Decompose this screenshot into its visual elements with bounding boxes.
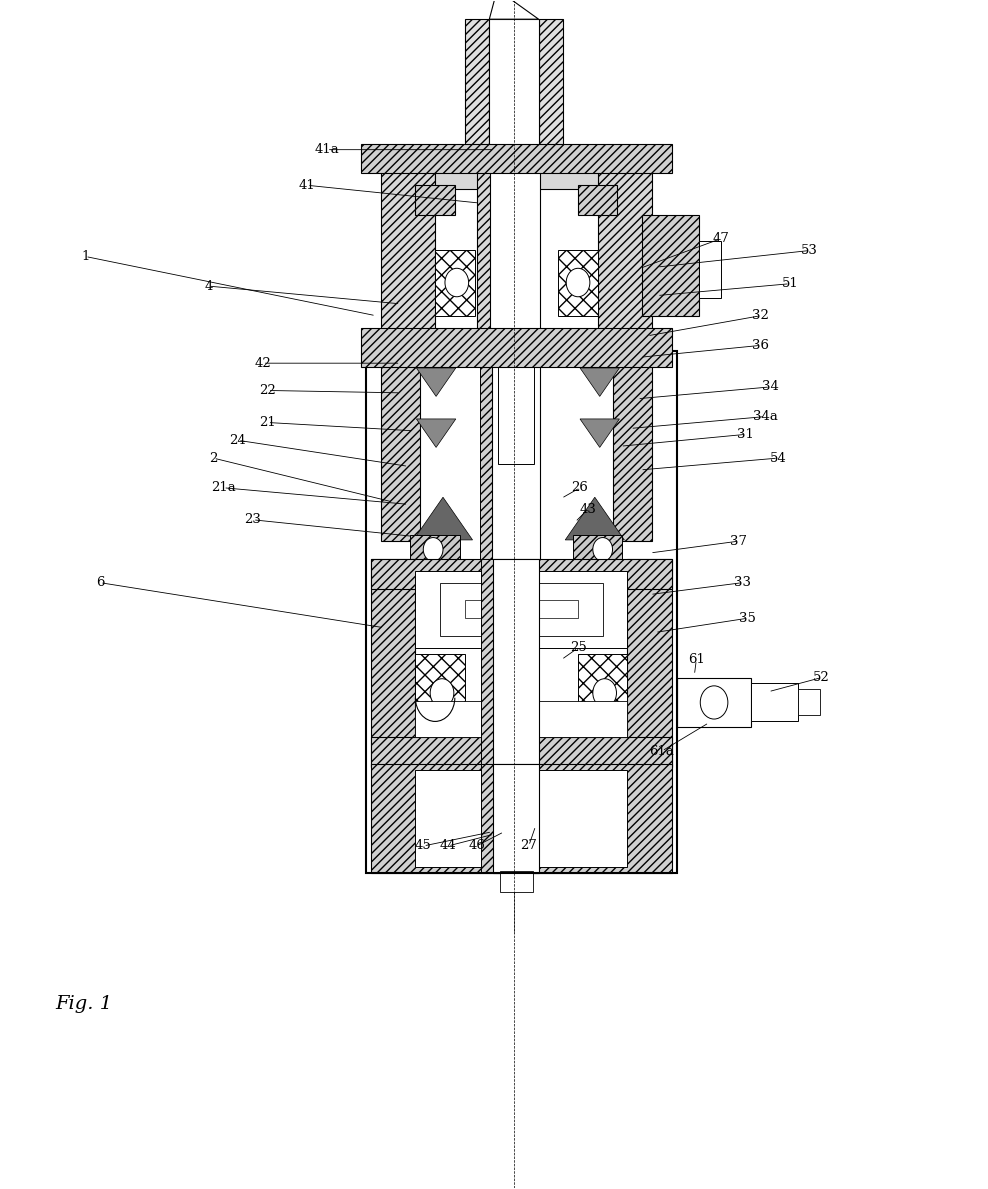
Circle shape — [700, 686, 727, 719]
Text: 37: 37 — [730, 535, 747, 548]
Text: 21: 21 — [259, 416, 276, 429]
Bar — [676, 678, 750, 728]
Text: 53: 53 — [801, 244, 818, 257]
Text: 6: 6 — [96, 577, 104, 589]
Text: 42: 42 — [254, 357, 271, 370]
Bar — [464, 19, 489, 174]
Bar — [493, 765, 538, 873]
Bar — [410, 535, 459, 565]
Bar — [578, 654, 627, 731]
Bar — [699, 241, 720, 298]
Bar — [415, 185, 454, 215]
Bar — [415, 702, 627, 737]
Text: 26: 26 — [571, 482, 588, 495]
Bar — [493, 559, 538, 767]
Bar — [380, 357, 420, 541]
Bar — [380, 168, 435, 363]
Text: 25: 25 — [569, 641, 586, 654]
Text: 61a: 61a — [649, 744, 674, 757]
Text: 24: 24 — [229, 434, 246, 447]
Text: 47: 47 — [712, 232, 729, 245]
Text: 51: 51 — [782, 277, 798, 290]
Text: Fig. 1: Fig. 1 — [55, 995, 113, 1013]
Bar — [370, 559, 415, 767]
Bar — [440, 583, 603, 636]
Circle shape — [593, 679, 617, 707]
Bar — [498, 357, 534, 464]
Polygon shape — [580, 367, 619, 396]
Bar — [578, 185, 618, 215]
Bar — [435, 251, 474, 316]
Polygon shape — [416, 419, 455, 447]
Text: 34a: 34a — [753, 410, 778, 423]
Text: 41: 41 — [298, 178, 315, 191]
Bar — [370, 737, 671, 767]
Circle shape — [445, 269, 468, 297]
Bar — [361, 328, 671, 366]
Text: 27: 27 — [520, 839, 536, 853]
Polygon shape — [413, 497, 472, 540]
Polygon shape — [565, 497, 624, 540]
Bar — [538, 600, 578, 618]
Text: 61: 61 — [688, 653, 704, 666]
Bar — [464, 600, 504, 618]
Text: 43: 43 — [579, 503, 596, 516]
Bar — [361, 144, 671, 174]
Text: 36: 36 — [752, 339, 769, 352]
Bar — [797, 690, 819, 716]
Polygon shape — [489, 0, 538, 19]
Polygon shape — [416, 367, 455, 396]
Bar — [370, 765, 671, 873]
Circle shape — [593, 537, 613, 561]
Text: 32: 32 — [752, 309, 769, 322]
Bar — [538, 19, 563, 174]
Text: 31: 31 — [737, 428, 754, 441]
Text: 1: 1 — [81, 250, 89, 263]
Text: 23: 23 — [244, 514, 261, 527]
Bar — [627, 559, 671, 767]
Bar — [435, 168, 598, 189]
Bar — [750, 684, 797, 722]
Bar — [415, 770, 627, 867]
Circle shape — [423, 537, 443, 561]
Bar — [435, 345, 598, 363]
Text: 44: 44 — [440, 839, 456, 853]
Text: 2: 2 — [209, 452, 217, 465]
Bar — [489, 19, 538, 174]
Bar — [500, 870, 533, 892]
Text: 22: 22 — [259, 384, 276, 397]
Bar — [366, 351, 676, 873]
Text: 54: 54 — [770, 452, 786, 465]
Text: 21a: 21a — [210, 482, 235, 495]
Bar — [477, 168, 513, 345]
Bar — [642, 215, 699, 316]
Bar — [481, 765, 506, 873]
Bar — [490, 168, 539, 363]
Bar — [480, 351, 504, 565]
Bar — [573, 535, 622, 565]
Bar — [558, 251, 598, 316]
Bar — [492, 357, 539, 565]
Text: 45: 45 — [415, 839, 432, 853]
Text: 34: 34 — [762, 380, 779, 394]
Bar — [370, 559, 671, 589]
Polygon shape — [580, 419, 619, 447]
Text: 41a: 41a — [314, 143, 339, 156]
Circle shape — [430, 679, 453, 707]
Text: 46: 46 — [468, 839, 485, 853]
Text: 52: 52 — [813, 671, 830, 684]
Bar — [613, 357, 652, 541]
Bar — [415, 571, 627, 648]
Text: 4: 4 — [205, 279, 212, 292]
Bar — [481, 559, 506, 767]
Bar — [415, 654, 464, 731]
Text: 35: 35 — [739, 611, 756, 624]
Text: 33: 33 — [734, 577, 751, 589]
Circle shape — [566, 269, 590, 297]
Bar — [598, 168, 652, 363]
